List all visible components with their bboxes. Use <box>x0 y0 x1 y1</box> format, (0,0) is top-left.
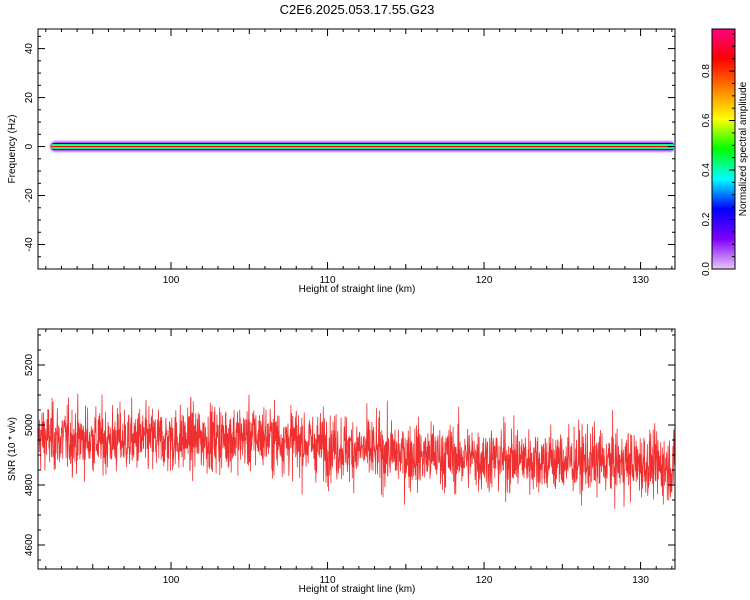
snr-x-tick-label: 120 <box>476 575 493 586</box>
spectrogram-y-ticks: 40 20 0 -20 -40 <box>24 35 675 270</box>
spectrogram-x-label: Height of straight line (km) <box>299 284 416 295</box>
snr-x-tick-label: 100 <box>163 575 180 586</box>
spectrogram-y-tick-label: 20 <box>24 92 35 104</box>
snr-x-label: Height of straight line (km) <box>299 584 416 595</box>
spectrogram-x-tick-label: 110 <box>320 275 336 286</box>
spectrogram-y-tick-label: 40 <box>24 43 35 55</box>
spectrogram-y-tick-label: 0 <box>24 143 35 149</box>
spectrogram-x-tick-label: 130 <box>632 275 649 286</box>
spectrogram-x-tick-label: 120 <box>476 275 493 286</box>
colorbar-tick-label: 0.4 <box>701 163 712 177</box>
colorbar-tick-label: 0.0 <box>701 262 712 276</box>
snr-y-label: SNR (10 * v/v) <box>7 417 18 481</box>
spectrogram-ridge <box>50 141 676 153</box>
spectrogram-x-ticks: 100 110 120 130 <box>45 29 673 286</box>
snr-y-tick-label: 4600 <box>24 533 35 556</box>
spectrogram-frame <box>37 28 676 270</box>
colorbar: 0.0 0.2 0.4 0.6 0.8 Normalized spectral ampl… <box>701 28 749 276</box>
snr-x-tick-label: 110 <box>320 575 336 586</box>
colorbar-tick-label: 0.6 <box>701 113 712 127</box>
colorbar-scale <box>711 28 736 270</box>
colorbar-tick-label: 0.8 <box>701 64 712 78</box>
snr-y-ticks: 5200 5000 4800 4600 <box>24 334 675 561</box>
snr-frame <box>37 328 676 570</box>
spectrogram-x-tick-label: 100 <box>163 275 180 286</box>
colorbar-ticks: 0.0 0.2 0.4 0.6 0.8 <box>701 33 735 276</box>
spectrogram-panel: 100 110 120 130 40 20 0 -20 -40 Height of strai… <box>7 28 676 295</box>
spectrogram-y-tick-label: -40 <box>24 237 35 252</box>
snr-panel: 100 110 120 130 5200 5000 4800 4600 Height of … <box>7 328 676 595</box>
spectrogram-y-label: Frequency (Hz) <box>7 115 18 184</box>
snr-series-line <box>38 393 675 509</box>
figure-title: C2E6.2025.053.17.55.G23 <box>280 2 435 17</box>
snr-y-tick-label: 5200 <box>24 353 35 376</box>
snr-y-tick-label: 5000 <box>24 413 35 436</box>
colorbar-label: Normalized spectral amplitude <box>738 81 749 216</box>
spectrogram-ridge-band <box>50 145 676 148</box>
snr-x-tick-label: 130 <box>632 575 649 586</box>
colorbar-tick-label: 0.2 <box>701 212 712 226</box>
snr-y-tick-label: 4800 <box>24 473 35 496</box>
snr-x-ticks: 100 110 120 130 <box>45 329 673 586</box>
spectrogram-y-tick-label: -20 <box>24 188 35 203</box>
